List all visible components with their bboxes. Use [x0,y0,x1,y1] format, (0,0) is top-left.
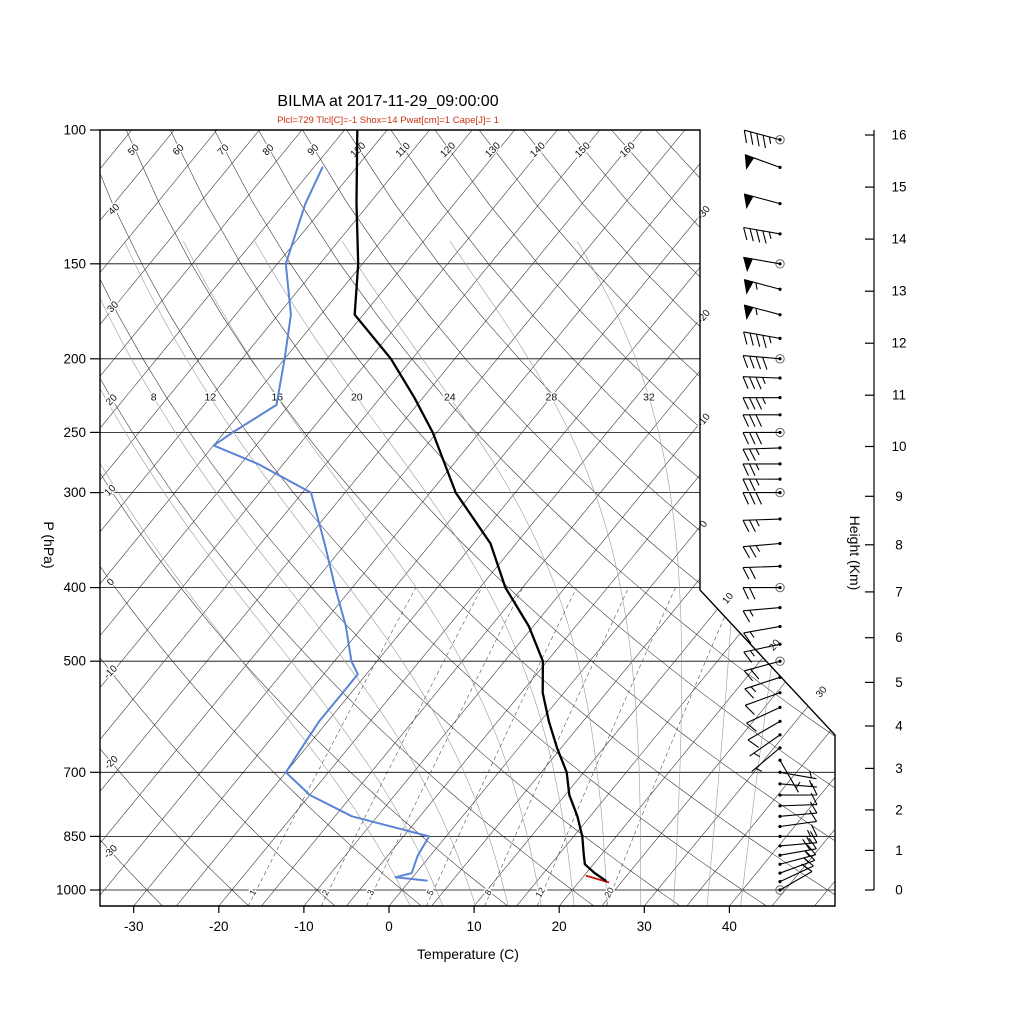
svg-text:300: 300 [63,485,86,500]
svg-text:32: 32 [643,392,655,404]
svg-text:130: 130 [483,140,503,160]
svg-text:4: 4 [895,718,903,733]
svg-text:80: 80 [261,142,277,158]
svg-text:90: 90 [306,142,322,158]
svg-text:-20: -20 [209,919,229,934]
svg-text:110: 110 [394,140,413,159]
svg-text:16: 16 [891,128,906,143]
temperature-axis-label: Temperature (C) [417,946,519,962]
svg-text:700: 700 [63,765,86,780]
svg-text:60: 60 [171,142,187,158]
svg-text:14: 14 [891,232,907,247]
isobars [100,130,835,891]
svg-text:30: 30 [814,684,830,700]
svg-text:3: 3 [895,761,903,776]
svg-text:150: 150 [63,256,86,271]
svg-text:40: 40 [722,919,737,934]
svg-text:30: 30 [637,919,652,934]
svg-text:12: 12 [533,886,547,900]
svg-text:5: 5 [895,675,903,690]
svg-text:10: 10 [891,439,906,454]
svg-text:15: 15 [891,180,906,195]
svg-text:1: 1 [895,843,903,858]
svg-text:24: 24 [444,392,456,404]
profiles [212,130,610,884]
svg-text:250: 250 [63,425,86,440]
svg-text:400: 400 [63,580,86,595]
dewpoint-curve [212,166,431,882]
svg-text:12: 12 [891,336,906,351]
svg-text:-30: -30 [124,919,144,934]
svg-text:13: 13 [891,284,906,299]
svg-text:28: 28 [546,392,558,404]
svg-text:70: 70 [216,142,232,158]
svg-text:0: 0 [895,883,903,898]
wind-barbs [742,129,818,895]
svg-text:12: 12 [205,392,217,404]
dry-adiabats [100,130,835,906]
svg-text:-20: -20 [695,307,713,325]
svg-text:5: 5 [425,888,436,897]
svg-text:8: 8 [151,392,157,404]
svg-text:8: 8 [895,537,903,552]
svg-text:-30: -30 [102,843,120,861]
svg-text:20: 20 [104,392,120,408]
svg-text:120: 120 [438,140,458,160]
page-title: BILMA at 2017-11-29_09:00:00 [277,93,498,110]
svg-text:6: 6 [895,630,903,645]
svg-text:1000: 1000 [56,883,86,898]
svg-text:3: 3 [365,888,376,897]
svg-text:-30: -30 [695,204,713,222]
svg-text:0: 0 [385,919,393,934]
svg-text:50: 50 [126,142,142,158]
svg-text:20: 20 [351,392,363,404]
svg-text:100: 100 [63,123,86,138]
svg-text:100: 100 [349,140,369,160]
svg-text:10: 10 [467,919,482,934]
params-line: Plcl=729 Tlcl[C]=-1 Shox=14 Pwat[cm]=1 C… [277,115,499,126]
svg-text:200: 200 [63,351,86,366]
svg-text:20: 20 [552,919,567,934]
moist-adiabats [100,240,808,906]
height-axis-label: Height (Km) [847,516,863,591]
svg-text:1: 1 [247,888,258,897]
mixing-ratio-lines [247,587,738,906]
isotherms [100,130,835,906]
svg-text:0: 0 [105,576,117,588]
svg-text:20: 20 [602,886,616,900]
svg-text:10: 10 [721,591,737,607]
svg-text:2: 2 [320,888,331,897]
svg-text:9: 9 [895,489,903,504]
svg-text:-10: -10 [695,411,713,429]
temperature-curve [353,130,607,882]
svg-text:10: 10 [103,483,119,499]
svg-text:500: 500 [63,654,86,669]
svg-text:40: 40 [107,202,123,218]
pressure-axis-label: P (hPa) [41,521,57,568]
svg-text:-10: -10 [294,919,314,934]
svg-text:7: 7 [895,584,903,599]
in-plot-labels: 50 60 70 80 90 100 110 120 130 140 150 160403020100… [100,139,831,901]
svg-text:850: 850 [63,829,86,844]
svg-text:2: 2 [895,802,903,817]
svg-text:11: 11 [892,388,906,403]
